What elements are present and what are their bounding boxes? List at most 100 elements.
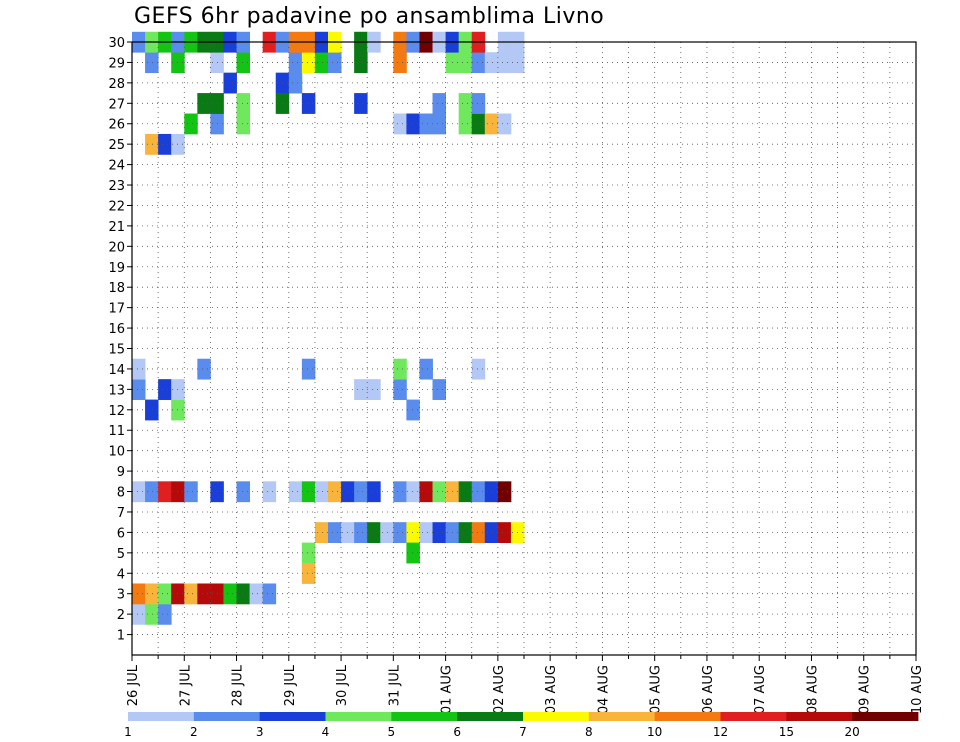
heat-cell [158, 379, 172, 400]
heat-cell [458, 52, 473, 74]
heat-cell [458, 481, 473, 503]
heat-cell [471, 358, 486, 380]
y-tick-label: 3 [117, 588, 125, 603]
heat-cell [406, 113, 420, 135]
legend-label: 7 [519, 725, 527, 739]
y-tick-label: 8 [117, 486, 125, 501]
y-tick-label: 22 [108, 199, 125, 214]
legend-label: 10 [647, 725, 662, 739]
y-tick-label: 9 [117, 465, 125, 480]
dotted-grid [132, 42, 916, 655]
heat-cell [301, 542, 316, 564]
heat-cell [249, 583, 264, 605]
heat-cell [236, 583, 250, 605]
heat-cell [406, 481, 420, 503]
heat-cell [132, 358, 146, 380]
legend-swatch [325, 712, 392, 721]
heat-cell [393, 379, 407, 400]
heat-cell [132, 481, 146, 503]
heat-cell [497, 481, 512, 503]
x-tick-label: 28 JUL [231, 664, 246, 706]
heat-cell [471, 522, 486, 544]
legend-swatch [852, 712, 919, 721]
x-tick-label: 10 AUG [910, 665, 925, 714]
heat-cell [471, 52, 486, 74]
heat-cell [262, 481, 277, 503]
x-axis: 26 JUL 27 JUL 28 JUL 29 JUL 30 JUL 31 JUL 01 A… [126, 655, 925, 714]
heat-cell [262, 583, 277, 605]
y-tick-label: 30 [108, 36, 125, 51]
heat-cell [432, 379, 446, 400]
heat-cell [458, 113, 473, 135]
legend-swatch [654, 712, 721, 721]
y-tick-label: 23 [108, 179, 125, 194]
legend-swatch [588, 712, 656, 721]
heat-cell [367, 481, 381, 503]
heat-cell [484, 481, 499, 503]
heat-cell [158, 583, 172, 605]
y-tick-label: 18 [108, 281, 125, 296]
heat-cell [328, 52, 342, 74]
heat-cell [288, 72, 303, 94]
legend-swatch [720, 712, 787, 721]
heat-cell [301, 52, 316, 74]
heat-cell [223, 72, 237, 94]
heat-cell [236, 52, 250, 74]
heat-cell [314, 481, 329, 503]
heat-cell [406, 542, 420, 564]
x-tick-label: 03 AUG [544, 665, 559, 714]
y-tick-label: 1 [117, 629, 125, 644]
heat-cell [393, 358, 407, 380]
y-tick-label: 11 [108, 424, 125, 439]
heat-cell [432, 93, 446, 114]
heat-cell [458, 93, 473, 114]
heat-cell [145, 52, 159, 74]
y-tick-label: 12 [108, 404, 125, 419]
y-tick-label: 5 [117, 547, 125, 562]
x-tick-label: 30 JUL [335, 664, 350, 706]
chart-title: GEFS 6hr padavine po ansamblima Livno [134, 4, 605, 29]
legend-swatch [786, 712, 853, 721]
y-tick-label: 17 [108, 302, 125, 317]
y-tick-label: 29 [108, 56, 125, 71]
y-tick-label: 15 [108, 343, 125, 358]
heat-cell [184, 113, 198, 135]
legend-swatch [259, 712, 326, 721]
heat-cell [301, 358, 316, 380]
y-tick-label: 28 [108, 77, 125, 92]
legend-swatch [457, 712, 524, 721]
x-tick-label: 27 JUL [178, 664, 193, 706]
y-tick-label: 16 [108, 322, 125, 337]
heat-cell [419, 522, 433, 544]
heat-cell [367, 522, 381, 544]
heat-cell [406, 399, 420, 421]
heat-cell [132, 583, 146, 605]
y-tick-label: 10 [108, 445, 125, 460]
heat-cell [393, 113, 407, 135]
y-tick-label: 27 [108, 97, 125, 112]
x-tick-label: 02 AUG [492, 665, 507, 714]
heat-cell [145, 133, 159, 155]
heat-cell [393, 522, 407, 544]
heat-cell [223, 583, 237, 605]
heat-cell [406, 522, 420, 544]
heat-cell [471, 481, 486, 503]
heat-cell [471, 113, 486, 135]
y-tick-label: 4 [117, 567, 125, 582]
legend-label: 12 [713, 725, 728, 739]
y-tick-label: 25 [108, 138, 125, 153]
x-tick-label: 29 JUL [283, 664, 298, 706]
x-tick-label: 04 AUG [596, 665, 611, 714]
heat-cell [197, 93, 211, 114]
heat-cell [197, 583, 211, 605]
heat-cell [328, 522, 342, 544]
heat-cell [393, 52, 407, 74]
heat-cell [471, 93, 486, 114]
heat-cell [432, 113, 446, 135]
legend-label: 1 [124, 725, 132, 739]
legend-label: 3 [256, 725, 264, 739]
heat-cell [432, 481, 446, 503]
heat-cell [419, 358, 433, 380]
legend-swatch [128, 712, 195, 721]
